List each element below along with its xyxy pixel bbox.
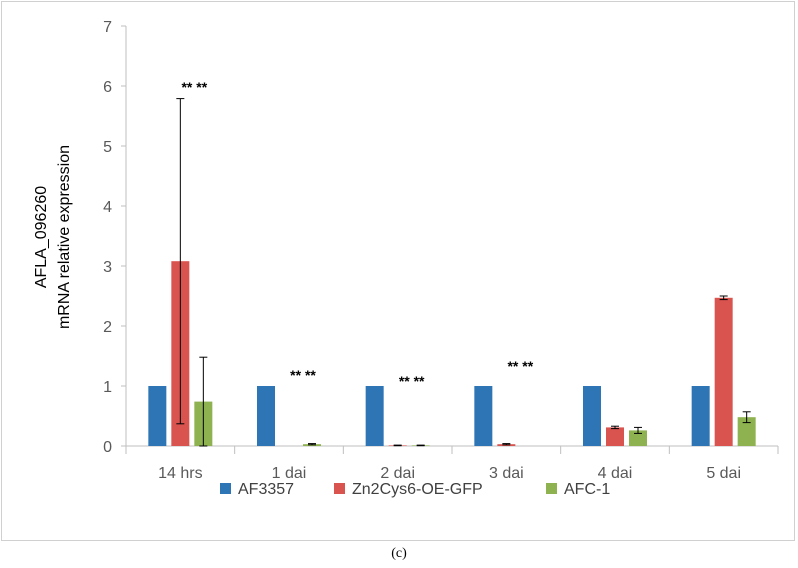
x-tick-label: 5 dai — [706, 465, 741, 482]
axes: 0 1 2 3 4 5 6 7 14 hrs 1 dai 2 dai 3 dai 4 dai 5 dai — [103, 19, 779, 482]
significance-label: ** ** — [181, 79, 207, 95]
bars — [148, 261, 756, 446]
y-tick-label: 6 — [103, 79, 112, 96]
error-bars — [176, 98, 751, 447]
y-tick-label: 7 — [103, 19, 112, 36]
y-tick-label: 4 — [103, 199, 112, 216]
figure-caption: (c) — [391, 546, 407, 561]
error-bar — [742, 411, 751, 424]
x-tick-label: 3 dai — [489, 465, 524, 482]
bar-1-6 — [691, 386, 710, 446]
y-axis-label-line2: mRNA relative expression — [56, 145, 73, 329]
x-tick-label: 1 dai — [272, 465, 307, 482]
bar-1-2 — [257, 386, 275, 446]
bar-3-6 — [737, 417, 756, 446]
bar-2-5 — [606, 427, 624, 446]
legend: AF3357 Zn2Cys6-OE-GFP AFC-1 — [220, 481, 610, 498]
legend-swatch-3 — [546, 483, 557, 494]
error-bar — [611, 425, 619, 430]
figure-frame: AFLA_096260 mRNA relative expression 0 1 2… — [1, 1, 795, 541]
error-bar — [634, 426, 642, 434]
bar-chart: AFLA_096260 mRNA relative expression 0 1 2… — [33, 19, 779, 498]
bar-1-3 — [365, 386, 384, 446]
error-bar — [719, 295, 728, 301]
legend-label-3: AFC-1 — [564, 481, 610, 498]
x-tick-label: 14 hrs — [158, 465, 202, 482]
y-tick-label: 2 — [103, 319, 112, 336]
error-bar — [502, 443, 511, 446]
y-tick-label: 3 — [103, 259, 112, 276]
significance-annotations: ** ** ** ** ** ** ** ** — [181, 79, 533, 389]
error-bar — [199, 356, 208, 447]
y-tick-label: 0 — [103, 439, 112, 456]
error-bar — [176, 98, 185, 425]
legend-label-2: Zn2Cys6-OE-GFP — [352, 481, 483, 498]
x-tick-label: 4 dai — [598, 465, 633, 482]
error-bar — [393, 444, 402, 447]
y-tick-label: 5 — [103, 139, 112, 156]
error-bar — [416, 444, 425, 447]
significance-label: ** ** — [507, 358, 533, 374]
x-tick-label: 2 dai — [380, 465, 415, 482]
legend-swatch-1 — [220, 483, 231, 494]
bar-1-5 — [583, 386, 601, 446]
error-bar — [308, 443, 316, 446]
significance-label: ** ** — [290, 367, 316, 383]
significance-label: ** ** — [399, 373, 425, 389]
y-axis-label: AFLA_096260 mRNA relative expression — [33, 145, 73, 329]
bar-1-4 — [474, 386, 493, 446]
legend-swatch-2 — [334, 483, 345, 494]
legend-label-1: AF3357 — [238, 481, 294, 498]
bar-1-1 — [148, 386, 167, 446]
y-axis-label-line1: AFLA_096260 — [33, 186, 50, 288]
bar-3-5 — [629, 430, 647, 446]
bar-2-6 — [714, 297, 733, 446]
y-tick-label: 1 — [103, 379, 112, 396]
